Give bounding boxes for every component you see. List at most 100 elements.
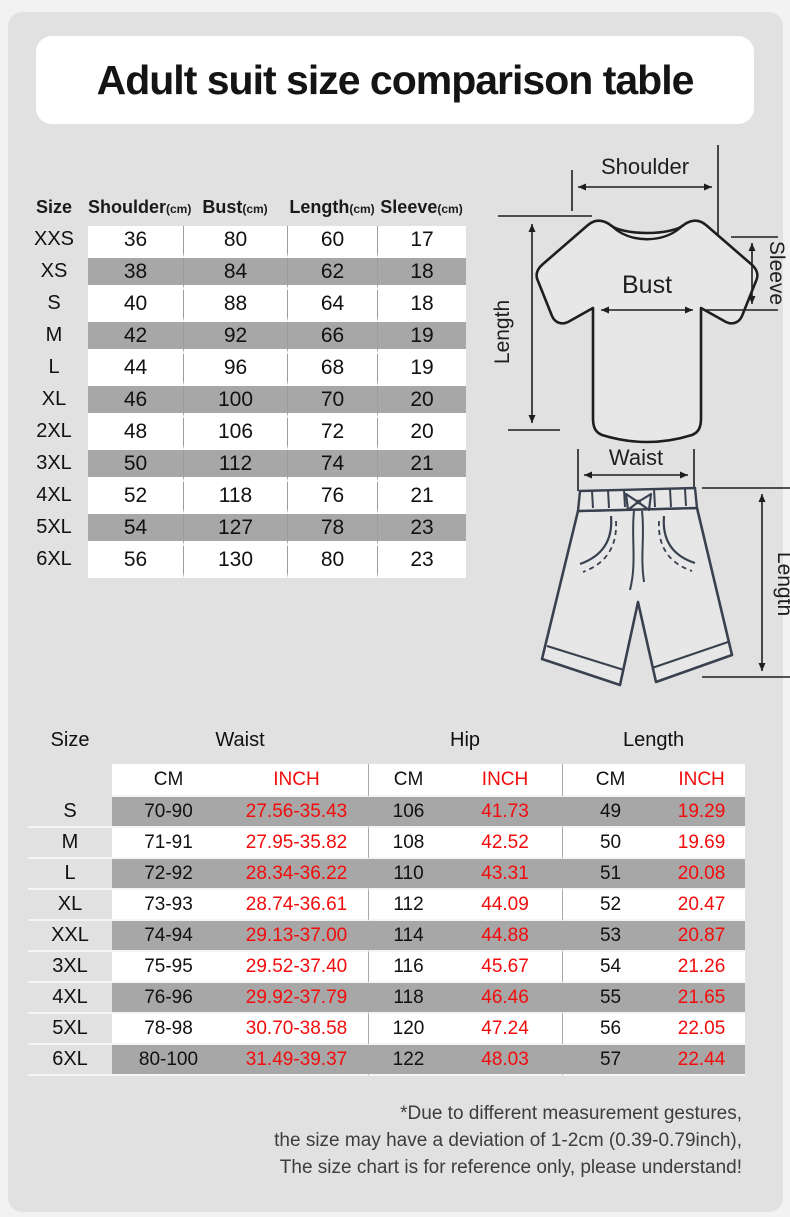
top-size-table: Size Shoulder(cm) Bust(cm) Length(cm) Sl… xyxy=(20,196,466,578)
cell-sleeve: 21 xyxy=(377,482,466,514)
cell-sleeve: 19 xyxy=(377,354,466,386)
cell-hip-cm: 118 xyxy=(368,983,449,1014)
cell-shoulder: 42 xyxy=(88,322,183,354)
table-row: L 44 96 68 19 xyxy=(20,354,466,386)
cell-shoulder: 52 xyxy=(88,482,183,514)
footnote-line: the size may have a deviation of 1-2cm (… xyxy=(274,1130,742,1151)
cell-length-cm: 52 xyxy=(562,890,659,921)
right-hem-line xyxy=(651,641,729,669)
cell-size: 4XL xyxy=(28,983,112,1014)
header-row: Size Shoulder(cm) Bust(cm) Length(cm) Sl… xyxy=(20,196,466,226)
cell-hip-inch: 46.46 xyxy=(448,983,563,1014)
col-header-size: Size xyxy=(35,196,73,217)
cell-length: 80 xyxy=(287,546,377,578)
waist-label: Waist xyxy=(609,445,663,470)
table-row: 3XL 75-95 29.52-37.40 116 45.67 54 21.26 xyxy=(28,952,746,983)
cell-length-cm: 53 xyxy=(562,921,659,952)
shirt-collar xyxy=(610,224,684,241)
group-header-length: Length xyxy=(622,728,685,751)
unit-cm: (cm) xyxy=(437,201,463,216)
cell-length-cm: 49 xyxy=(562,797,659,828)
cell-shoulder: 48 xyxy=(88,418,183,450)
shorts-legs xyxy=(540,506,734,687)
table-row: 4XL 76-96 29.92-37.79 118 46.46 55 21.65 xyxy=(28,983,746,1014)
table-row: M 42 92 66 19 xyxy=(20,322,466,354)
cell-hip-cm: 106 xyxy=(368,797,449,828)
table-row: 2XL 48 106 72 20 xyxy=(20,418,466,450)
cell-shoulder: 54 xyxy=(88,514,183,546)
shorts-diagram: Waist xyxy=(540,445,790,687)
cell-size: 3XL xyxy=(36,452,72,474)
cell-size: XS xyxy=(40,260,68,282)
bottom-size-table: Size Waist Hip Length CM INCH CM INCH CM… xyxy=(28,716,746,1076)
cell-bust: 127 xyxy=(183,514,287,546)
cell-sleeve: 21 xyxy=(377,450,466,482)
unit-cm: (cm) xyxy=(349,201,375,216)
cell-sleeve: 17 xyxy=(377,226,466,258)
unit-header-spacer xyxy=(28,764,112,797)
unit-header-inch: INCH xyxy=(448,764,563,797)
shirt-diagram: Shoulder Length Bust Sleeve xyxy=(491,145,788,444)
shirt-length-label: Length xyxy=(491,300,514,364)
footnote-line: *Due to different measurement gestures, xyxy=(400,1103,742,1124)
cell-length: 68 xyxy=(287,354,377,386)
table-row: M 71-91 27.95-35.82 108 42.52 50 19.69 xyxy=(28,828,746,859)
table-row: XL 73-93 28.74-36.61 112 44.09 52 20.47 xyxy=(28,890,746,921)
cell-waist-inch: 27.56-35.43 xyxy=(225,797,369,828)
table-row: S 70-90 27.56-35.43 106 41.73 49 19.29 xyxy=(28,797,746,828)
table-row: 3XL 50 112 74 21 xyxy=(20,450,466,482)
cell-bust: 112 xyxy=(183,450,287,482)
cell-length-inch: 20.87 xyxy=(658,921,746,952)
cell-length-cm: 56 xyxy=(562,1014,659,1045)
table-row: XXL 74-94 29.13-37.00 114 44.88 53 20.87 xyxy=(28,921,746,952)
shorts-length-label: Length xyxy=(773,552,790,616)
cell-hip-inch: 42.52 xyxy=(448,828,563,859)
cell-hip-inch: 44.88 xyxy=(448,921,563,952)
cell-hip-inch: 47.24 xyxy=(448,1014,563,1045)
cell-bust: 84 xyxy=(183,258,287,290)
cell-sleeve: 19 xyxy=(377,322,466,354)
shorts-pockets xyxy=(579,515,696,573)
cell-waist-cm: 75-95 xyxy=(112,952,225,983)
cell-shoulder: 40 xyxy=(88,290,183,322)
cell-bust: 80 xyxy=(183,226,287,258)
table-row: 6XL 56 130 80 23 xyxy=(20,546,466,578)
unit-header-inch: INCH xyxy=(658,764,746,797)
cell-size: S xyxy=(47,292,61,314)
cell-length: 64 xyxy=(287,290,377,322)
cell-size: 4XL xyxy=(36,484,72,506)
waistband-ticks xyxy=(591,488,687,509)
cell-waist-cm: 71-91 xyxy=(112,828,225,859)
cell-sleeve: 23 xyxy=(377,546,466,578)
shirt-outline xyxy=(535,219,759,444)
cell-hip-cm: 112 xyxy=(368,890,449,921)
cell-length-cm: 50 xyxy=(562,828,659,859)
cell-shoulder: 36 xyxy=(88,226,183,258)
col-header-bust: Bust(cm) xyxy=(202,196,268,217)
shorts-waistband xyxy=(576,486,699,513)
cell-length-cm: 51 xyxy=(562,859,659,890)
cell-waist-inch: 29.13-37.00 xyxy=(225,921,369,952)
cell-length-inch: 22.44 xyxy=(658,1045,746,1076)
table-row: XXS 36 80 60 17 xyxy=(20,226,466,258)
cell-size: M xyxy=(45,324,63,346)
cell-size: 5XL xyxy=(36,516,72,538)
table-row: 5XL 54 127 78 23 xyxy=(20,514,466,546)
cell-sleeve: 20 xyxy=(377,386,466,418)
cell-waist-cm: 80-100 xyxy=(112,1045,225,1076)
cell-length-inch: 20.47 xyxy=(658,890,746,921)
cell-hip-cm: 120 xyxy=(368,1014,449,1045)
cell-hip-cm: 108 xyxy=(368,828,449,859)
cell-length: 66 xyxy=(287,322,377,354)
cell-hip-cm: 122 xyxy=(368,1045,449,1076)
page-title: Adult suit size comparison table xyxy=(96,56,695,103)
table-row: 5XL 78-98 30.70-38.58 120 47.24 56 22.05 xyxy=(28,1014,746,1045)
cell-hip-inch: 41.73 xyxy=(448,797,563,828)
cell-waist-cm: 72-92 xyxy=(112,859,225,890)
cell-sleeve: 18 xyxy=(377,290,466,322)
cell-waist-inch: 28.74-36.61 xyxy=(225,890,369,921)
unit-header-cm: CM xyxy=(112,764,225,797)
cell-hip-inch: 48.03 xyxy=(448,1045,563,1076)
cell-length-inch: 19.69 xyxy=(658,828,746,859)
cell-hip-inch: 43.31 xyxy=(448,859,563,890)
